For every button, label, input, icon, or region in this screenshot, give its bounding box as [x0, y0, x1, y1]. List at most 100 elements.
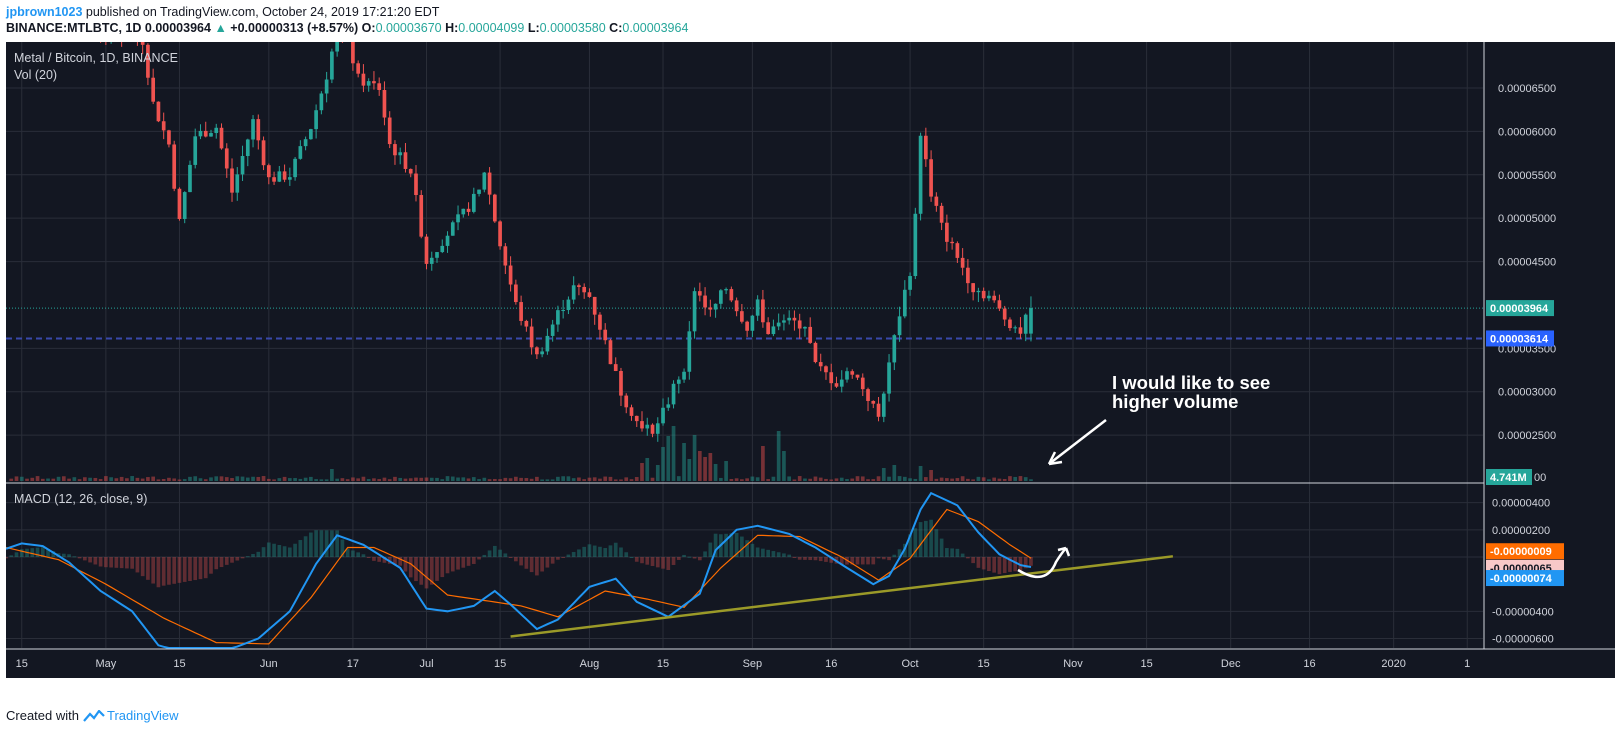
candle-body	[671, 383, 676, 405]
candle-body	[471, 193, 476, 212]
volume-bar	[393, 476, 397, 481]
candle-body	[529, 326, 534, 348]
macd-histogram-bar	[161, 556, 166, 586]
time-tick-label: 17	[347, 658, 359, 670]
time-tick-label: Oct	[902, 658, 919, 670]
candle-body	[566, 299, 571, 311]
macd-histogram-bar	[808, 556, 813, 561]
volume-bar	[46, 478, 50, 481]
macd-histogram-bar	[960, 553, 965, 557]
candle-body	[450, 222, 455, 236]
candle-body	[230, 168, 234, 193]
candle-body	[261, 140, 266, 166]
volume-bar	[9, 478, 14, 481]
macd-histogram-bar	[813, 556, 818, 561]
candle-body	[855, 374, 860, 378]
candle-body	[140, 42, 145, 45]
volume-bar	[514, 476, 518, 481]
volume-bar	[456, 477, 460, 481]
macd-histogram-bar	[829, 556, 834, 563]
candle-body	[209, 133, 213, 137]
candle-body	[650, 424, 655, 434]
volume-bar	[503, 477, 508, 481]
macd-histogram-bar	[461, 556, 466, 568]
candle-body	[666, 404, 671, 408]
candle-body	[782, 320, 786, 323]
volume-bar	[282, 476, 287, 481]
candle-body	[908, 276, 912, 290]
candle-body	[303, 139, 308, 147]
axes: 0.00006500 0.00006000 0.00005500 0.00005000…	[6, 42, 1615, 678]
candle-body	[697, 291, 702, 296]
candle-body	[335, 42, 339, 52]
volume-bar	[508, 478, 513, 481]
volume-bar	[887, 476, 891, 481]
volume-bar	[130, 476, 134, 481]
macd-histogram-bar	[440, 556, 445, 578]
macd-histogram-bar	[366, 556, 371, 558]
volume-bar	[892, 465, 897, 481]
volume-bar	[724, 461, 728, 481]
volume-bar	[61, 476, 66, 481]
volume-bar	[950, 478, 954, 481]
candle-body	[193, 136, 198, 165]
macd-histogram-bar	[908, 534, 912, 557]
macd-histogram-bar	[119, 556, 124, 569]
macd-histogram-bar	[924, 520, 928, 557]
macd-histogram-bar	[929, 519, 933, 557]
time-tick-label: 15	[657, 658, 669, 670]
volume-bar	[834, 478, 839, 481]
macd-histogram-bar	[918, 522, 923, 557]
volume-bar	[519, 477, 523, 481]
candle-body	[419, 195, 424, 237]
volume-bar	[792, 479, 797, 481]
candle-body	[161, 121, 166, 131]
macd-histogram-bar	[277, 544, 282, 557]
candle-body	[871, 400, 876, 404]
candle-body	[640, 421, 644, 429]
time-tick-label: Dec	[1221, 658, 1241, 670]
macd-histogram-bar	[114, 556, 119, 568]
candle-body	[997, 300, 1002, 309]
macd-histogram-bar	[682, 554, 686, 557]
candle-body	[561, 310, 565, 312]
macd-histogram-bar	[293, 543, 297, 557]
candle-body	[803, 326, 807, 329]
macd-histogram-bar	[697, 556, 702, 561]
macd-histogram-bar	[414, 556, 418, 582]
candle-body	[966, 267, 970, 284]
candle-body	[713, 303, 718, 310]
time-tick-label: Jun	[260, 658, 278, 670]
candle-body	[887, 362, 891, 394]
candle-body	[787, 317, 792, 321]
change-value: +0.00000313 (+8.57%)	[230, 21, 359, 35]
volume-bar	[797, 476, 802, 481]
volume-bar	[682, 443, 686, 481]
volume-bar	[182, 479, 187, 481]
macd-histogram-bar	[934, 529, 939, 557]
chart-svg[interactable]: 0.00006500 0.00006000 0.00005500 0.00005000…	[6, 42, 1615, 678]
tradingview-logo-icon	[83, 709, 105, 722]
volume-bar	[745, 478, 749, 481]
candle-body	[945, 222, 949, 242]
macd-histogram-bar	[93, 556, 98, 565]
volume-bar	[156, 479, 161, 481]
candle-body	[429, 257, 434, 264]
tradingview-link[interactable]: TradingView	[83, 708, 179, 723]
chart-container[interactable]: 0.00006500 0.00006000 0.00005500 0.00005000…	[6, 42, 1615, 678]
candle-body	[813, 342, 818, 363]
candle-body	[824, 366, 828, 373]
macd-tick-label: 0.00000200	[1492, 525, 1550, 537]
candle-body	[1029, 308, 1033, 334]
macd-histogram-bar	[9, 555, 14, 557]
volume-bar	[177, 479, 182, 481]
macd-histogram-bar	[498, 549, 502, 557]
macd-histogram-bar	[314, 530, 318, 557]
candle-body	[182, 192, 187, 219]
author-link[interactable]: jpbrown1023	[6, 5, 83, 19]
candle-body	[503, 246, 508, 266]
macd-histogram-bar	[755, 547, 760, 557]
volume-bar	[860, 476, 865, 481]
volume-bar	[897, 476, 902, 481]
volume-bar	[198, 478, 203, 481]
